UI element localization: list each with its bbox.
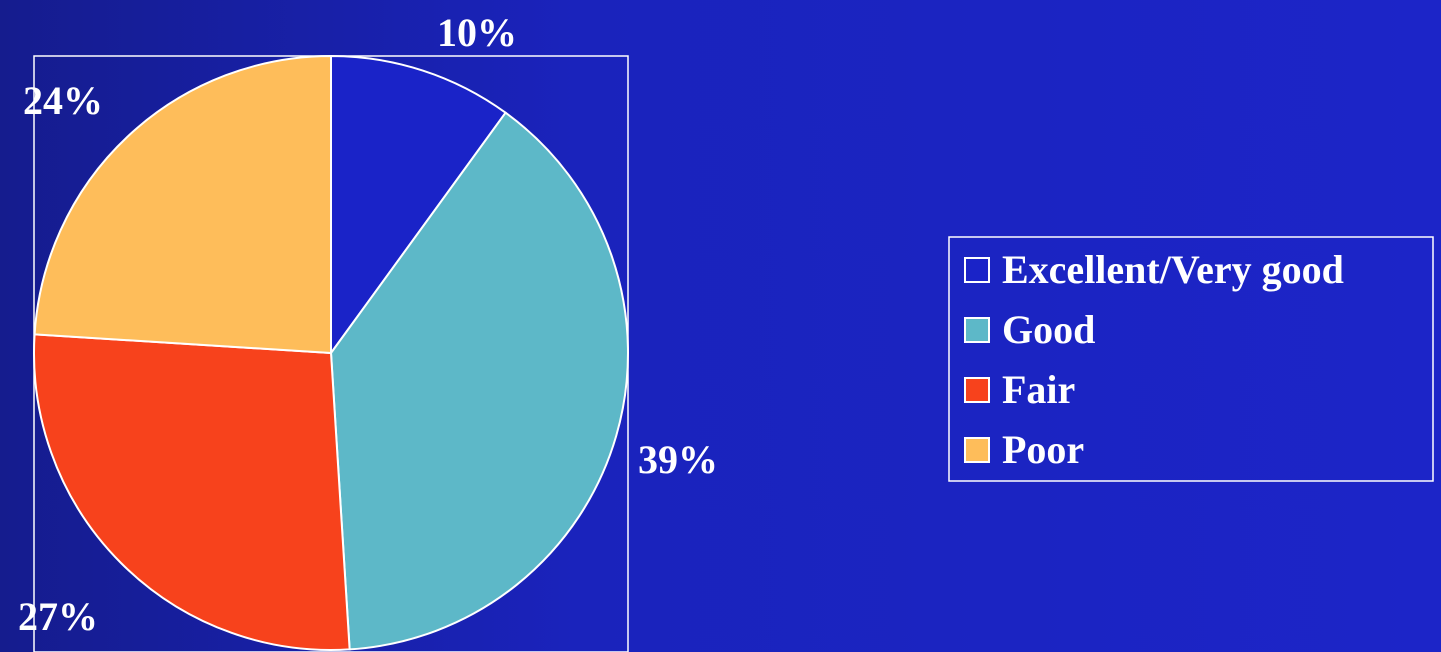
legend-swatch-excellent (964, 257, 990, 283)
legend: Excellent/Very good Good Fair Poor (948, 236, 1434, 482)
pie-slice-excellent (330, 54, 507, 357)
pie-slices (33, 54, 629, 651)
legend-label-excellent: Excellent/Very good (1002, 247, 1344, 292)
pie-slice-good (329, 111, 629, 651)
pie-slice-poor (33, 54, 332, 355)
legend-label-poor: Poor (1002, 427, 1084, 472)
legend-swatch-fair (964, 377, 990, 403)
data-label-poor: 24% (23, 78, 103, 123)
data-label-good: 39% (638, 437, 718, 482)
data-label-excellent: 10% (437, 10, 517, 55)
pie-slice-fair (33, 333, 351, 651)
legend-swatch-good (964, 317, 990, 343)
legend-label-fair: Fair (1002, 367, 1075, 412)
legend-label-good: Good (1002, 307, 1095, 352)
data-label-fair: 27% (18, 594, 98, 639)
legend-swatch-poor (964, 437, 990, 463)
legend-frame (948, 236, 1434, 482)
